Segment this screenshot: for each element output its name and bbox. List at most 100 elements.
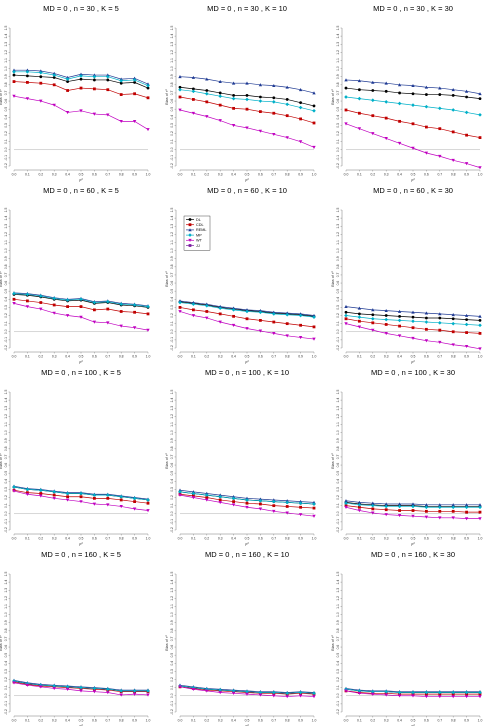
x-tick-label: 0.8 [285,719,290,723]
data-point [411,122,415,126]
y-tick-label: 1.0 [336,612,340,617]
data-point [357,306,362,310]
x-tick-label: 0.2 [370,173,375,177]
data-point [312,337,316,341]
data-point [384,504,389,509]
data-point [344,108,348,112]
data-point [26,74,29,78]
data-point [370,316,375,321]
data-point [397,694,402,698]
legend-label: DL [196,218,201,222]
data-point [411,690,415,695]
y-tick-label: 1.0 [4,248,8,253]
x-tick-label: 0.7 [105,537,110,541]
data-point [105,74,110,79]
series-wt [12,681,150,697]
y-tick-label: 0.6 [4,99,8,104]
data-point [259,95,262,99]
x-tick-label: 0.8 [285,173,290,177]
y-tick-label: 0.6 [336,99,340,104]
data-point [146,693,150,697]
panel-title: MD = 0 , n = 100 , K = 30 [371,368,455,377]
y-tick-label: 1.1 [336,422,340,427]
data-point [424,320,429,324]
x-tick-label: 0.8 [119,355,124,359]
data-point [464,344,469,349]
x-tick-label: 0.8 [285,537,290,541]
data-point [231,323,236,327]
y-tick-label: 1.4 [336,580,340,585]
data-point [132,496,137,501]
data-point [464,695,469,699]
data-point [371,114,375,118]
y-tick-label: 0.6 [170,645,174,650]
data-point [272,111,276,115]
x-tick-label: 0.5 [79,355,84,359]
data-point [245,317,249,321]
data-point [451,343,455,347]
y-tick-label: 1.0 [4,612,8,617]
x-tick-label: 0.3 [218,537,223,541]
data-point [271,499,276,504]
data-point [178,493,182,497]
series-wt [344,689,482,699]
x-tick-label: 0.8 [285,355,290,359]
y-tick-label: 1.2 [170,50,174,55]
y-tick-label: 0.8 [4,82,8,87]
y-tick-label: 1.3 [336,406,340,411]
series-line [179,76,315,94]
data-point [465,331,468,334]
y-tick-label: -0.2 [4,709,8,715]
y-tick-label: -0.1 [336,519,340,525]
x-tick-label: 0.1 [357,173,362,177]
data-point [411,504,415,509]
y-tick-label: 0.7 [4,90,8,95]
data-point [92,493,97,497]
data-point [26,80,29,84]
data-point [384,513,388,517]
x-tick-label: 0.8 [119,719,124,723]
data-point [298,140,303,144]
data-point [298,694,303,698]
y-tick-label: 0.6 [4,463,8,468]
data-point [344,95,348,99]
y-tick-label: 1.0 [4,430,8,435]
y-tick-label: -0.2 [170,709,174,715]
data-point [39,494,43,498]
data-point [285,334,289,338]
data-point [357,79,362,83]
x-tick-label: 0.9 [298,537,303,541]
data-point [344,501,348,506]
data-point [178,95,182,99]
data-point [52,687,56,691]
data-point [133,500,136,503]
y-tick-label: 0.2 [4,131,8,136]
x-tick-label: 0.3 [218,173,223,177]
y-tick-label: 0.0 [4,329,8,334]
data-point [451,321,456,326]
y-tick-label: 1.3 [4,42,8,47]
y-tick-label: 1.4 [170,398,174,403]
data-point [438,93,442,96]
data-point [106,88,110,92]
data-point [357,500,362,504]
data-point [52,496,56,501]
x-tick-label: 0.0 [12,355,17,359]
y-tick-label: 1.3 [336,224,340,229]
y-tick-label: 1.3 [170,42,174,47]
data-point [478,136,482,139]
data-point [299,505,302,509]
data-point [478,695,482,699]
data-point [397,690,402,695]
data-point [438,86,442,90]
y-tick-label: 0.1 [336,685,340,690]
y-axis-label: Bias of τ² [165,635,169,651]
x-tick-label: 0.7 [437,355,442,359]
data-point [371,692,375,696]
data-point [344,78,348,82]
data-point [178,306,182,309]
y-tick-label: 0.3 [170,669,174,674]
data-point [397,318,402,323]
y-tick-label: 0.5 [170,653,174,658]
data-point [258,693,263,697]
